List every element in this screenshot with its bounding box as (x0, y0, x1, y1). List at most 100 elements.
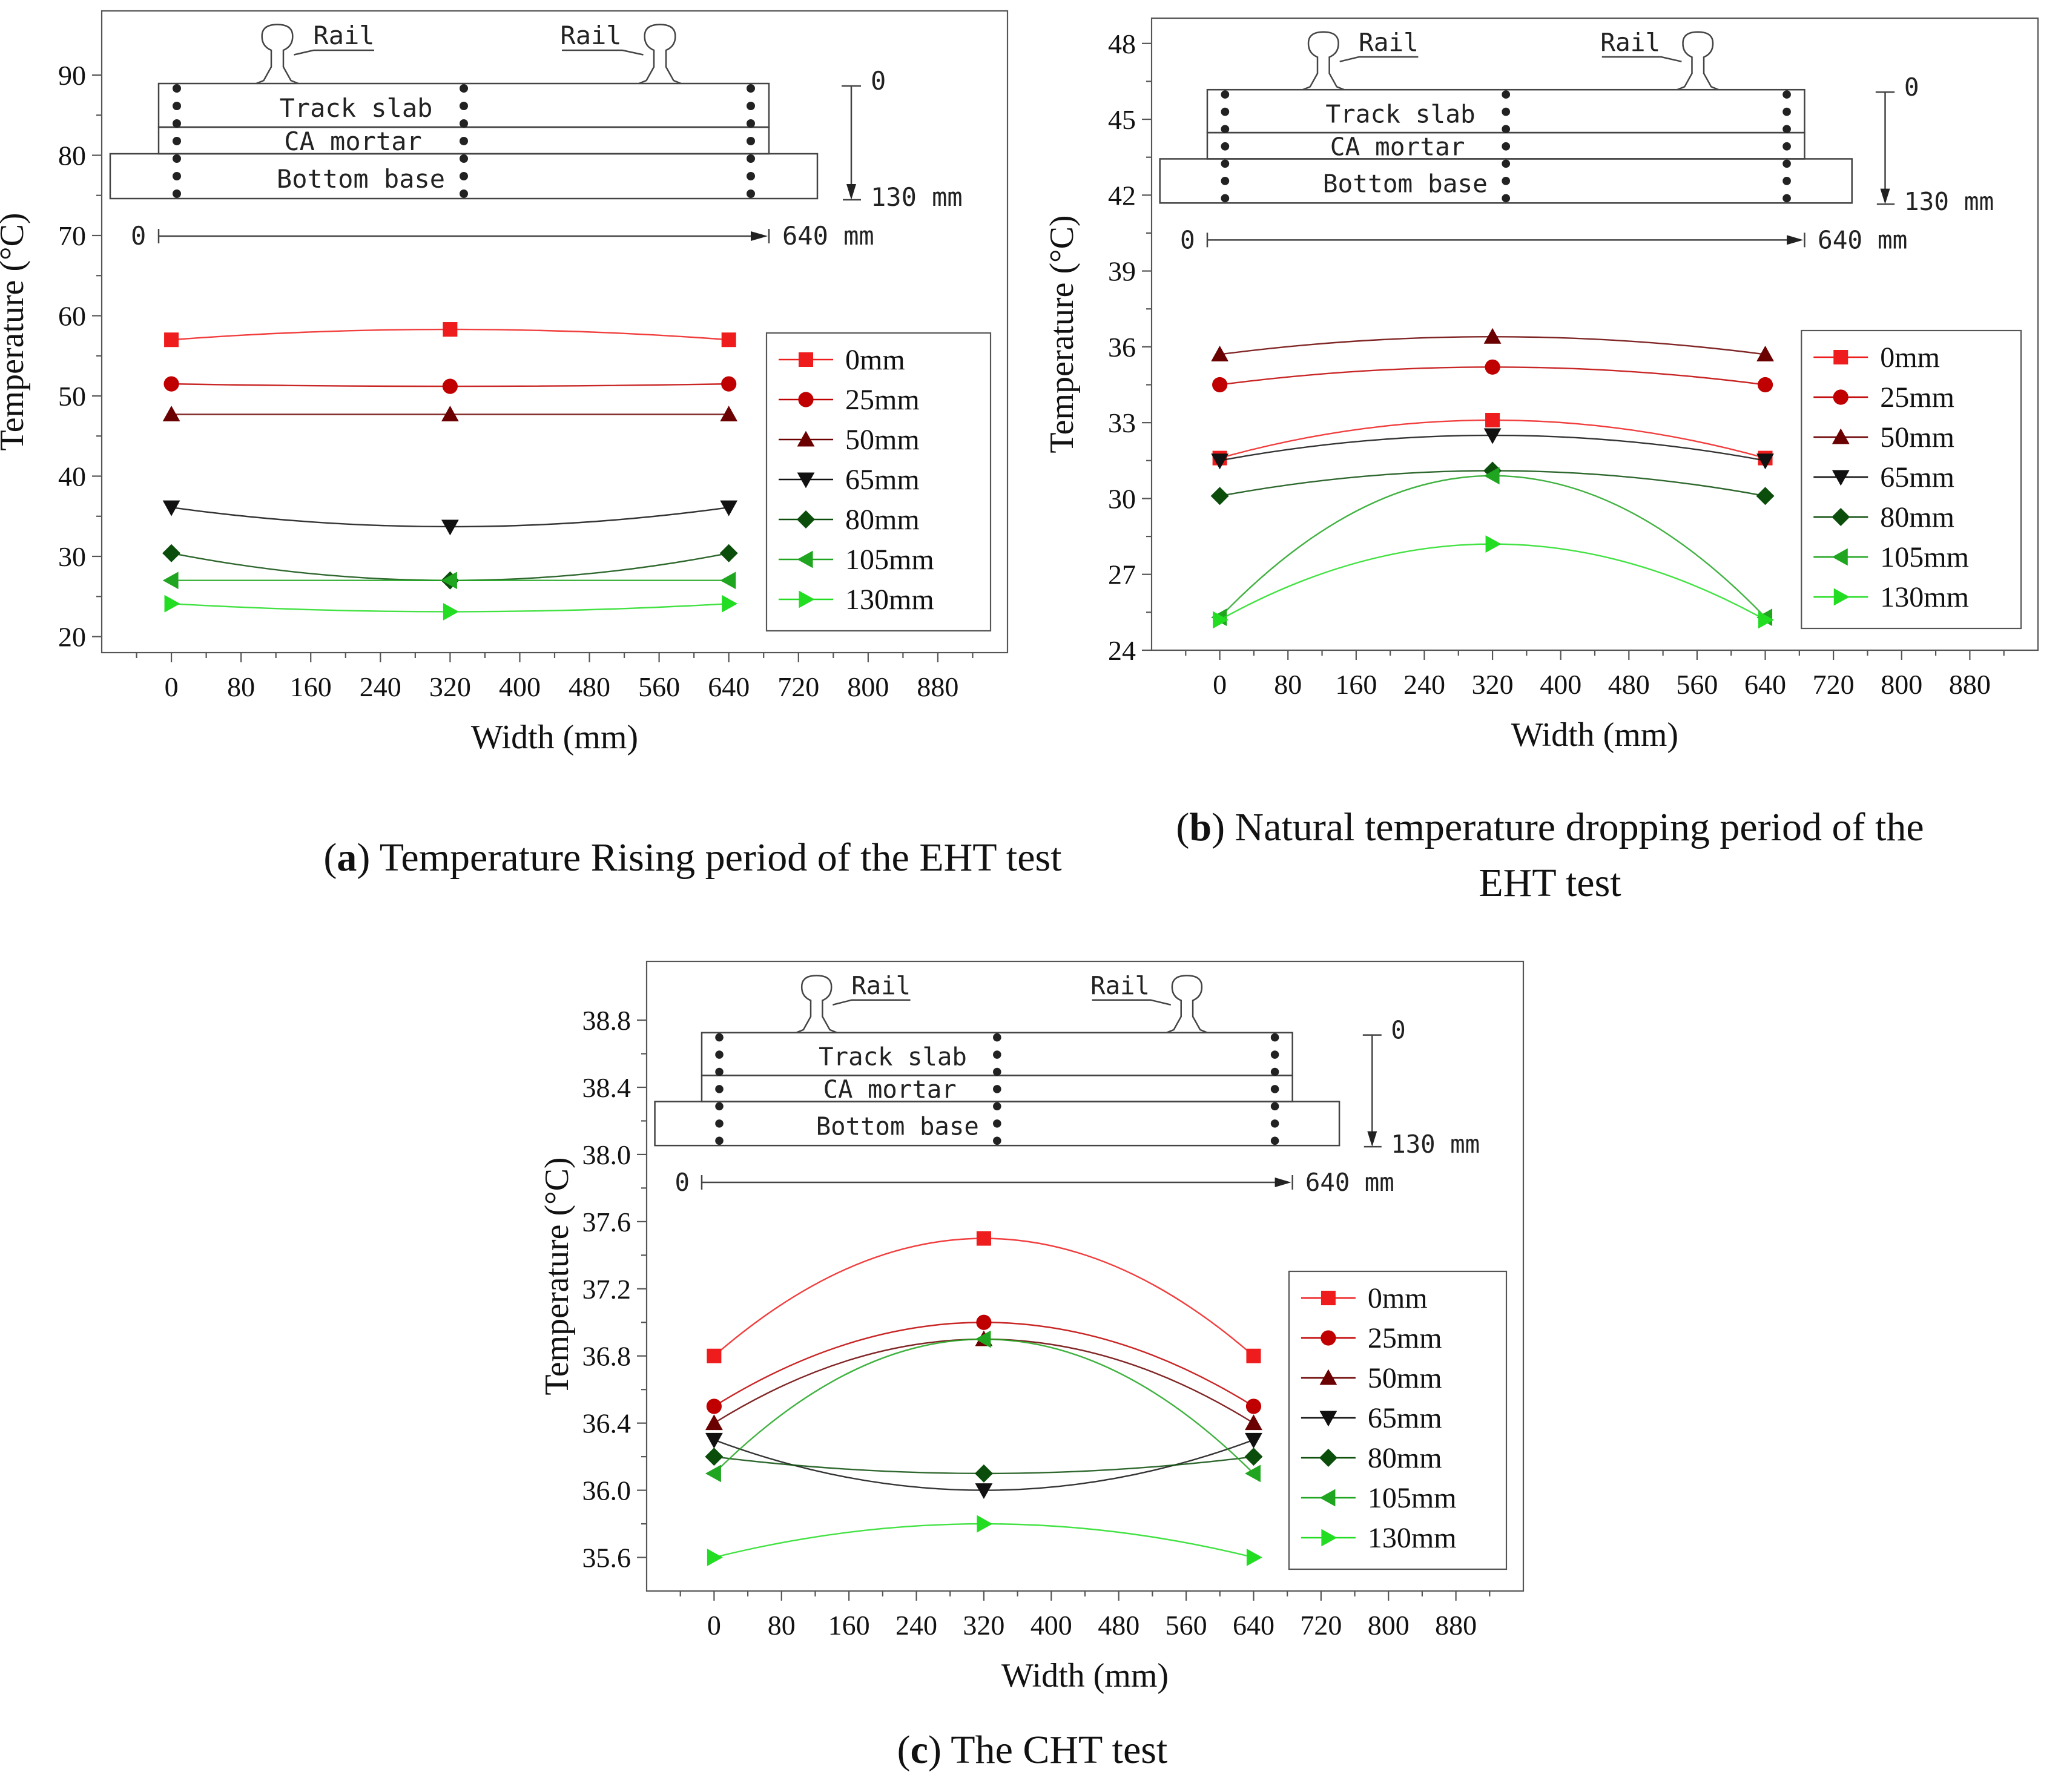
rail-leader-left (294, 49, 374, 56)
data-point-130mm (1246, 1549, 1262, 1566)
legend: 0mm 25mm 50mm 65mm 80mm 105mm 130mm (1801, 329, 2022, 630)
width-arrow-head (751, 231, 768, 241)
bottom-base-layer (109, 153, 819, 200)
legend: 0mm 25mm 50mm 65mm 80mm 105mm 130mm (765, 332, 992, 632)
width-end-label: 640 mm (782, 221, 874, 251)
y-tick-label: 38.8 (582, 1005, 631, 1036)
sensor-dot (173, 189, 181, 198)
sensor-dot (1782, 177, 1791, 185)
rail-label-right: Rail (1090, 971, 1150, 1000)
data-point-65mm (975, 1483, 993, 1499)
legend-label: 65mm (1368, 1402, 1442, 1434)
caption-c: (c) The CHT test (897, 1728, 1168, 1772)
rail-leader-right (1601, 56, 1682, 62)
sensor-dot (715, 1136, 724, 1145)
panel-a: 0 80 160 240 320 400 480 560 640 720 800 8802030405… (0, 10, 1009, 756)
legend-marker-25mm (798, 392, 814, 407)
depth-bottom-label: 130 mm (1904, 187, 1994, 216)
legend-marker-25mm (1833, 389, 1848, 405)
y-tick-label: 39 (1108, 256, 1136, 287)
rail-label-right: Rail (1600, 28, 1660, 57)
sensor-dot (1221, 177, 1230, 185)
data-point-80mm (974, 1464, 993, 1483)
sensor-dot (460, 119, 468, 128)
sensor-dot (1221, 159, 1230, 168)
sensor-dot (460, 84, 468, 93)
x-tick-label: 400 (1540, 669, 1581, 700)
x-tick-label: 640 (1744, 669, 1786, 700)
x-axis-title: Width (mm) (1001, 1657, 1169, 1695)
y-tick-label: 27 (1108, 559, 1136, 590)
x-tick-label: 400 (499, 671, 541, 702)
series-line-130mm (1219, 543, 1766, 621)
sensor-dot (460, 172, 468, 180)
data-point-130mm (1758, 611, 1774, 629)
bottom-base-layer (1159, 158, 1853, 204)
sensor-dot (1221, 194, 1230, 203)
legend-marker-50mm (1832, 428, 1850, 444)
sensor-dot (747, 119, 755, 128)
x-tick-label: 240 (895, 1610, 937, 1641)
width-start-label: 0 (674, 1168, 689, 1197)
y-tick-label: 36.0 (582, 1475, 631, 1506)
sensor-dot (173, 84, 181, 93)
sensor-dot (1782, 142, 1791, 151)
width-start-label: 0 (1180, 225, 1195, 254)
y-tick-label: 30 (1108, 483, 1136, 514)
sensor-dot (1502, 194, 1511, 203)
x-tick-label: 80 (1274, 669, 1302, 700)
data-point-80mm (705, 1448, 724, 1466)
y-tick-label: 37.6 (582, 1207, 631, 1237)
data-point-25mm (1212, 377, 1228, 393)
x-tick-label: 0 (165, 671, 179, 702)
data-point-105mm (441, 572, 457, 590)
ca-mortar-label: CA mortar (823, 1075, 957, 1104)
slab-diagram: Track slab CA mortar Bottom base Rail Rail 0 1… (1159, 28, 1994, 254)
depth-arrow-head (1880, 188, 1890, 205)
legend-marker-105mm (797, 550, 813, 568)
data-point-25mm (163, 376, 179, 392)
bottom-base-label: Bottom base (816, 1112, 979, 1141)
legend-label: 0mm (1880, 341, 1940, 374)
legend-marker-130mm (1833, 588, 1850, 606)
legend-marker-130mm (1321, 1529, 1337, 1547)
y-tick-label: 38.4 (582, 1072, 631, 1103)
sensor-dot (993, 1085, 1001, 1093)
data-point-65mm (1245, 1432, 1262, 1449)
sensor-dot (1782, 90, 1791, 99)
data-point-105mm (720, 572, 736, 590)
series-line-130mm (714, 1523, 1254, 1558)
sensor-dot (747, 189, 755, 198)
legend-label: 0mm (1368, 1282, 1428, 1314)
panel-c: 0 80 160 240 320 400 480 560 640 720 800 880 35.6 36.… (538, 960, 1525, 1695)
rail-label-left: Rail (313, 21, 374, 50)
legend-label: 65mm (1880, 461, 1954, 493)
sensor-dot (715, 1085, 724, 1093)
sensor-dot (1270, 1119, 1279, 1128)
data-point-25mm (706, 1398, 722, 1414)
caption-b-line2: EHT test (1479, 861, 1621, 905)
legend-label: 50mm (1880, 421, 1954, 453)
sensor-dot (1221, 125, 1230, 134)
sensor-dot (173, 102, 181, 110)
sensor-dot (993, 1033, 1001, 1042)
sensor-dot (747, 137, 755, 145)
ca-mortar-label: CA mortar (1330, 133, 1465, 162)
legend-label: 50mm (1368, 1362, 1442, 1394)
rail-label-left: Rail (1359, 28, 1419, 57)
sensor-dot (1502, 177, 1511, 185)
sensor-dot (993, 1136, 1001, 1145)
x-tick-label: 480 (1608, 669, 1650, 700)
track-slab-label: Track slab (280, 93, 433, 123)
data-point-80mm (162, 544, 181, 562)
data-point-0mm (164, 332, 179, 348)
y-tick-label: 80 (58, 140, 86, 171)
track-slab-label: Track slab (819, 1043, 967, 1072)
slab-diagram: Track slab CA mortar Bottom base Rail Rail 0 1… (109, 21, 963, 251)
caption-a-letter: a (337, 835, 357, 880)
bottom-base-label: Bottom base (1323, 170, 1488, 199)
data-point-50mm (1211, 346, 1229, 361)
depth-arrow-head (846, 184, 856, 200)
data-point-65mm (1211, 453, 1229, 470)
data-point-105mm (705, 1464, 721, 1483)
